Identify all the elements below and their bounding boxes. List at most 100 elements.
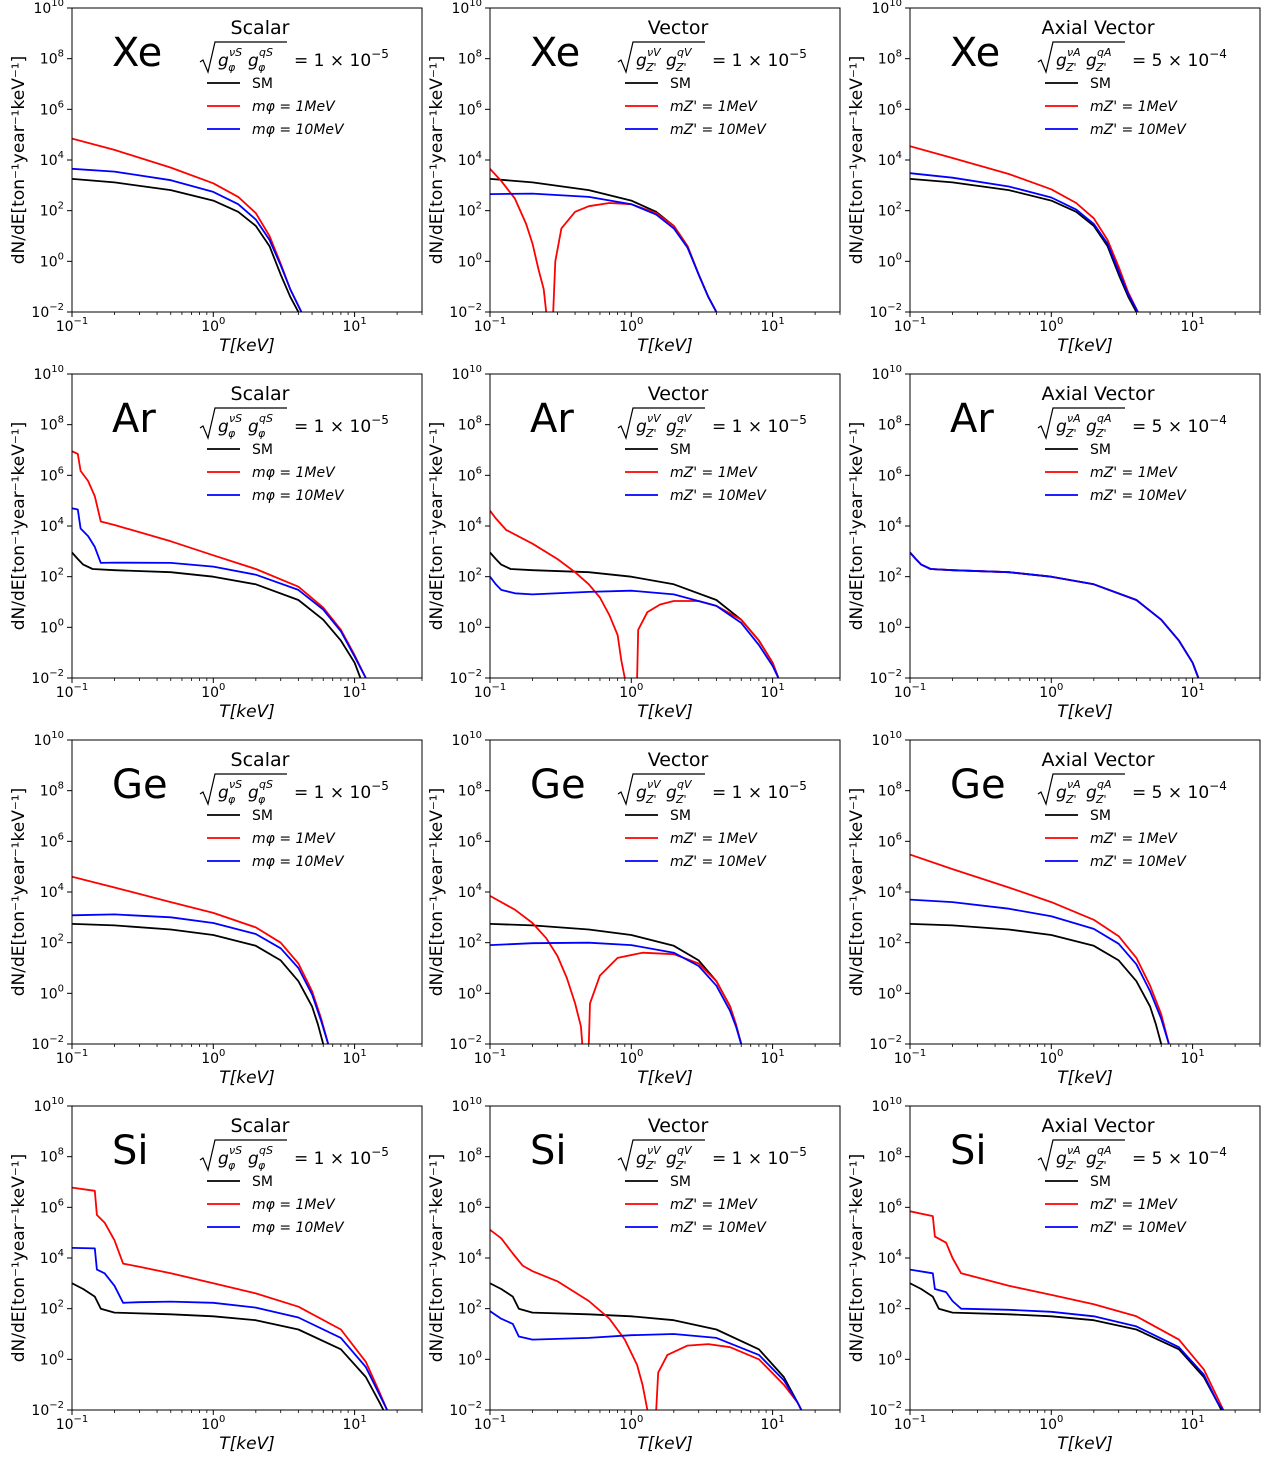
y-tick-label: 10−2 [31,1034,64,1053]
y-tick-label: 108 [40,415,64,434]
coupling-term-nu: g [1056,51,1067,71]
x-axis-label: T[keV] [1057,1434,1113,1454]
sqrt-sign [617,773,705,806]
y-axis-label: dN/dE[ton⁻¹year⁻¹keV⁻¹] [847,1154,867,1363]
series-line [72,1186,388,1410]
coupling-term-nu: g [218,783,229,803]
element-label: Si [112,1128,149,1174]
coupling-sub-nu: Z' [645,1159,657,1172]
model-title: Scalar [231,383,290,405]
coupling-sub-nu: Z' [1065,793,1077,806]
coupling-value: = 5 × 10−4 [1132,47,1227,71]
y-tick-label: 1010 [33,364,64,383]
legend-label: mφ = 10MeV [252,122,345,138]
coupling-sub-q: Z' [675,793,687,806]
coupling-term-nu: g [636,417,647,437]
coupling-term-q: g [1086,783,1097,803]
y-tick-label: 102 [878,933,902,952]
legend-label: mZ' = 1MeV [1090,465,1178,481]
coupling-sub-nu: Z' [645,427,657,440]
legend-label: mZ' = 10MeV [670,122,767,138]
sqrt-sign [1037,773,1125,806]
sqrt-sign [1037,41,1125,74]
coupling-sup-nu: νA [1067,1144,1081,1157]
y-tick-label: 106 [878,465,902,484]
panel-ge-scalar: 10−1 100 101 10−2 100 102 104 106 108 1010 T[keV] d… [9,730,423,1088]
y-tick-label: 100 [878,983,902,1002]
coupling-term-q: g [666,51,677,71]
series-group [490,1229,803,1410]
coupling-sup-nu: νV [647,1144,662,1157]
coupling-sup-q: qA [1097,778,1112,791]
x-tick-label: 101 [1180,682,1204,701]
coupling-label: g νAZ' g qAZ' = 5 × 10−4 [1037,41,1227,74]
coupling-label: g νVZ' g qVZ' = 1 × 10−5 [617,773,807,806]
x-tick-label: 10−1 [474,1048,507,1067]
series-line [490,192,718,312]
legend-label: mZ' = 10MeV [670,854,767,870]
y-tick-label: 106 [40,99,64,118]
series-group [72,1186,388,1410]
coupling-value: = 1 × 10−5 [712,1145,807,1169]
series-group [72,450,367,678]
y-axis-label: dN/dE[ton⁻¹year⁻¹keV⁻¹] [9,422,29,631]
coupling-sub-q: φ [258,1159,266,1172]
coupling-term-q: g [666,1149,677,1169]
x-axis-label: T[keV] [1057,1068,1113,1088]
coupling-sub-nu: φ [228,61,236,74]
series-line [490,551,780,678]
y-axis-label: dN/dE[ton⁻¹year⁻¹keV⁻¹] [9,56,29,265]
coupling-sup-nu: νV [647,412,662,425]
y-tick-label: 108 [458,49,482,68]
y-tick-label: 100 [458,617,482,636]
y-tick-label: 100 [458,1349,482,1368]
y-tick-label: 104 [458,882,482,901]
legend-label: mφ = 10MeV [252,1220,345,1236]
x-tick-label: 10−1 [894,1048,927,1067]
x-tick-label: 101 [342,1414,366,1433]
x-axis-label: T[keV] [219,1434,275,1454]
coupling-sub-nu: φ [228,793,236,806]
y-tick-label: 106 [458,831,482,850]
coupling-term-nu: g [1056,783,1067,803]
coupling-term-q: g [666,417,677,437]
legend-label: SM [670,442,691,458]
coupling-term-q: g [248,51,259,71]
coupling-sup-q: qA [1097,46,1112,59]
y-tick-label: 104 [878,1248,902,1267]
y-tick-label: 104 [40,150,64,169]
panel-ge-vector: 10−1 100 101 10−2 100 102 104 106 108 1010 T[keV] d… [427,730,841,1088]
coupling-sup-q: qS [259,1144,273,1157]
series-line [910,923,1163,1044]
y-tick-label: 100 [878,251,902,270]
y-tick-label: 10−2 [31,668,64,687]
x-axis-label: T[keV] [637,702,693,722]
coupling-sup-nu: νV [647,778,662,791]
coupling-term-nu: g [636,1149,647,1169]
coupling-label: g νVZ' g qVZ' = 1 × 10−5 [617,41,807,74]
y-tick-label: 108 [458,1147,482,1166]
x-tick-label: 100 [201,1414,225,1433]
y-tick-label: 1010 [451,730,482,749]
plot-frame [71,739,423,1045]
series-group [72,875,330,1044]
y-tick-label: 100 [40,1349,64,1368]
coupling-term-nu: g [218,1149,229,1169]
plot-frame [71,1105,423,1411]
panel-si-vector: 10−1 100 101 10−2 100 102 104 106 108 1010 T[keV] d… [427,1096,841,1454]
coupling-term-nu: g [1056,417,1067,437]
coupling-value: = 5 × 10−4 [1132,779,1227,803]
model-title: Vector [648,749,709,771]
coupling-value: = 1 × 10−5 [712,413,807,437]
y-tick-label: 104 [458,516,482,535]
legend-label: mZ' = 1MeV [1090,831,1178,847]
coupling-term-q: g [1086,417,1097,437]
coupling-sub-nu: φ [228,1159,236,1172]
series-line [72,551,362,678]
coupling-sub-q: Z' [1095,427,1107,440]
y-tick-label: 1010 [451,0,482,17]
model-title: Scalar [231,1115,290,1137]
y-tick-label: 10−2 [449,668,482,687]
x-tick-label: 10−1 [56,1048,89,1067]
legend-label: mφ = 1MeV [252,831,336,847]
